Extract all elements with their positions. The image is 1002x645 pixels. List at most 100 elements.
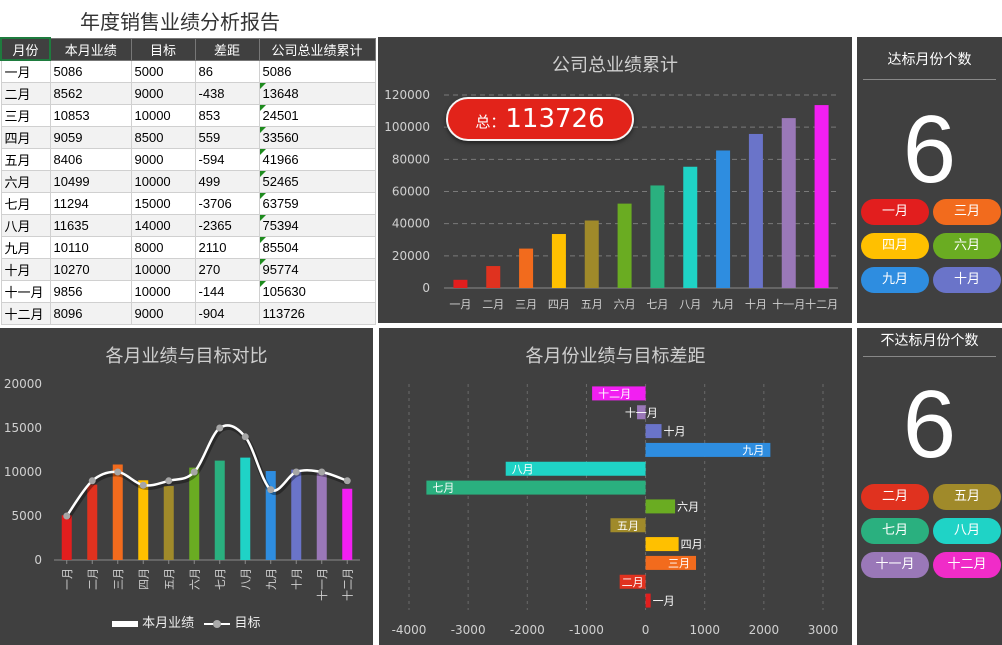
table-cell[interactable]: 5086: [49, 59, 132, 83]
table-cell[interactable]: 13648: [258, 81, 376, 105]
bar[interactable]: [138, 480, 149, 560]
table-cell[interactable]: 8562: [49, 81, 132, 105]
target-point[interactable]: [190, 468, 198, 476]
bar[interactable]: [87, 484, 98, 560]
bar[interactable]: [426, 480, 646, 495]
bar[interactable]: [645, 442, 771, 457]
bar[interactable]: [619, 574, 646, 589]
bar[interactable]: [551, 234, 566, 288]
table-cell[interactable]: 十一月: [0, 279, 51, 303]
table-cell[interactable]: 559: [194, 125, 260, 149]
table-cell[interactable]: 一月: [0, 59, 51, 83]
table-cell[interactable]: 九月: [0, 235, 51, 259]
target-point[interactable]: [267, 486, 275, 494]
bar[interactable]: [645, 537, 679, 552]
table-cell[interactable]: 四月: [0, 125, 51, 149]
bar[interactable]: [163, 486, 174, 560]
target-point[interactable]: [88, 477, 96, 485]
target-point[interactable]: [241, 433, 249, 441]
table-cell[interactable]: 270: [194, 257, 260, 281]
target-point[interactable]: [216, 424, 224, 432]
table-cell[interactable]: 85504: [258, 235, 376, 259]
bar[interactable]: [716, 150, 731, 288]
table-cell[interactable]: 9000: [130, 81, 196, 105]
bar[interactable]: [189, 467, 200, 560]
bar[interactable]: [342, 488, 353, 560]
bar[interactable]: [748, 133, 763, 288]
target-point[interactable]: [318, 468, 326, 476]
bar[interactable]: [610, 518, 646, 533]
column-header[interactable]: 目标: [130, 37, 196, 61]
bar[interactable]: [645, 555, 697, 570]
table-cell[interactable]: 75394: [258, 213, 376, 237]
table-cell[interactable]: 10270: [49, 257, 132, 281]
table-cell[interactable]: 11635: [49, 213, 132, 237]
bar[interactable]: [683, 166, 698, 288]
table-cell[interactable]: 11294: [49, 191, 132, 215]
table-cell[interactable]: 41966: [258, 147, 376, 171]
cumulative-chart-panel[interactable]: 公司总业绩累计 0 20000 40000 60000 80000 100000 12000…: [378, 37, 852, 323]
table-cell[interactable]: 2110: [194, 235, 260, 259]
bar[interactable]: [214, 460, 225, 560]
table-cell[interactable]: 10110: [49, 235, 132, 259]
bar[interactable]: [112, 464, 123, 560]
target-point[interactable]: [165, 477, 173, 485]
table-cell[interactable]: 5000: [130, 59, 196, 83]
bar[interactable]: [617, 203, 632, 288]
table-cell[interactable]: 10499: [49, 169, 132, 193]
bar[interactable]: [240, 457, 251, 560]
bar[interactable]: [584, 220, 599, 288]
column-header[interactable]: 差距: [194, 37, 260, 61]
column-header[interactable]: 公司总业绩累计: [258, 37, 376, 61]
table-cell[interactable]: 105630: [258, 279, 376, 303]
target-point[interactable]: [114, 468, 122, 476]
table-cell[interactable]: 8406: [49, 147, 132, 171]
target-point[interactable]: [343, 477, 351, 485]
table-cell[interactable]: 五月: [0, 147, 51, 171]
table-cell[interactable]: 86: [194, 59, 260, 83]
table-cell[interactable]: 七月: [0, 191, 51, 215]
table-cell[interactable]: 113726: [258, 301, 376, 325]
bar[interactable]: [265, 471, 276, 560]
table-cell[interactable]: 9000: [130, 147, 196, 171]
bar[interactable]: [519, 248, 534, 288]
bar[interactable]: [645, 593, 651, 608]
target-line[interactable]: [65, 424, 348, 517]
table-cell[interactable]: 33560: [258, 125, 376, 149]
table-cell[interactable]: 六月: [0, 169, 51, 193]
table-cell[interactable]: 9059: [49, 125, 132, 149]
table-cell[interactable]: 24501: [258, 103, 376, 127]
bar[interactable]: [486, 266, 501, 288]
table-cell[interactable]: 八月: [0, 213, 51, 237]
bar[interactable]: [781, 118, 796, 288]
table-cell[interactable]: 8096: [49, 301, 132, 325]
table-cell[interactable]: -594: [194, 147, 260, 171]
table-cell[interactable]: -2365: [194, 213, 260, 237]
compare-chart-panel[interactable]: 各月业绩与目标对比 0 5000 10000 15000 20000 一月 二月 三月 四月 五月…: [0, 328, 373, 645]
bar[interactable]: [637, 405, 646, 420]
column-header[interactable]: 本月业绩: [49, 37, 132, 61]
table-cell[interactable]: 63759: [258, 191, 376, 215]
table-cell[interactable]: 10000: [130, 257, 196, 281]
bar[interactable]: [814, 105, 829, 288]
column-header[interactable]: 月份: [0, 37, 51, 61]
table-cell[interactable]: -904: [194, 301, 260, 325]
table-cell[interactable]: -144: [194, 279, 260, 303]
table-cell[interactable]: 5086: [258, 59, 376, 83]
target-point[interactable]: [139, 481, 147, 489]
table-cell[interactable]: 10000: [130, 103, 196, 127]
table-cell[interactable]: 8000: [130, 235, 196, 259]
target-point[interactable]: [292, 468, 300, 476]
bar[interactable]: [650, 185, 665, 288]
bar[interactable]: [645, 499, 676, 514]
table-cell[interactable]: 853: [194, 103, 260, 127]
bar[interactable]: [316, 473, 327, 560]
table-cell[interactable]: 8500: [130, 125, 196, 149]
gap-chart-panel[interactable]: 各月份业绩与目标差距 -4000 -3000 -2000 -1000 0 1000 2000…: [379, 328, 852, 645]
bar[interactable]: [592, 386, 646, 401]
table-cell[interactable]: 二月: [0, 81, 51, 105]
table-cell[interactable]: 9000: [130, 301, 196, 325]
bar[interactable]: [453, 279, 468, 288]
table-cell[interactable]: 十二月: [0, 301, 51, 325]
bar[interactable]: [291, 469, 302, 560]
